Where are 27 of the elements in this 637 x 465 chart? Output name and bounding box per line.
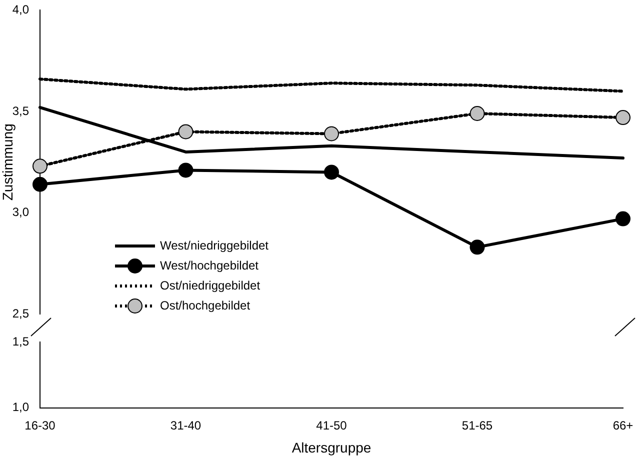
y-tick-label: 3,0 — [12, 205, 30, 220]
legend-label: Ost/niedriggebildet — [160, 278, 261, 292]
point — [178, 124, 194, 140]
point — [178, 162, 194, 178]
legend-label: West/hochgebildet — [160, 258, 260, 272]
x-tick-label: 31-40 — [170, 418, 202, 432]
point — [616, 110, 630, 126]
y-tick-label: 1,5 — [12, 334, 30, 348]
point — [616, 211, 630, 226]
point — [324, 126, 339, 142]
point — [470, 240, 485, 255]
x-tick-label: 16-30 — [24, 418, 56, 432]
x-axis-title: Altersgruppe — [292, 439, 372, 456]
y-tick-label: 2,5 — [12, 306, 30, 320]
x-tick-label: 41-50 — [316, 418, 348, 432]
point — [32, 176, 48, 192]
point — [324, 164, 339, 180]
legend-label: West/niedriggebildet — [160, 238, 270, 252]
point — [470, 106, 485, 121]
y-tick-label: 3,5 — [12, 104, 30, 118]
point — [32, 158, 48, 174]
x-tick-label: 66+ — [612, 418, 634, 432]
x-tick-label: 51-65 — [462, 418, 493, 432]
y-axis-title: Zustimmung — [0, 124, 16, 201]
legend-label: Ost/hochgebildet — [160, 298, 251, 312]
y-tick-label: 1,0 — [12, 400, 30, 414]
y-tick-label: 4,0 — [12, 2, 30, 17]
